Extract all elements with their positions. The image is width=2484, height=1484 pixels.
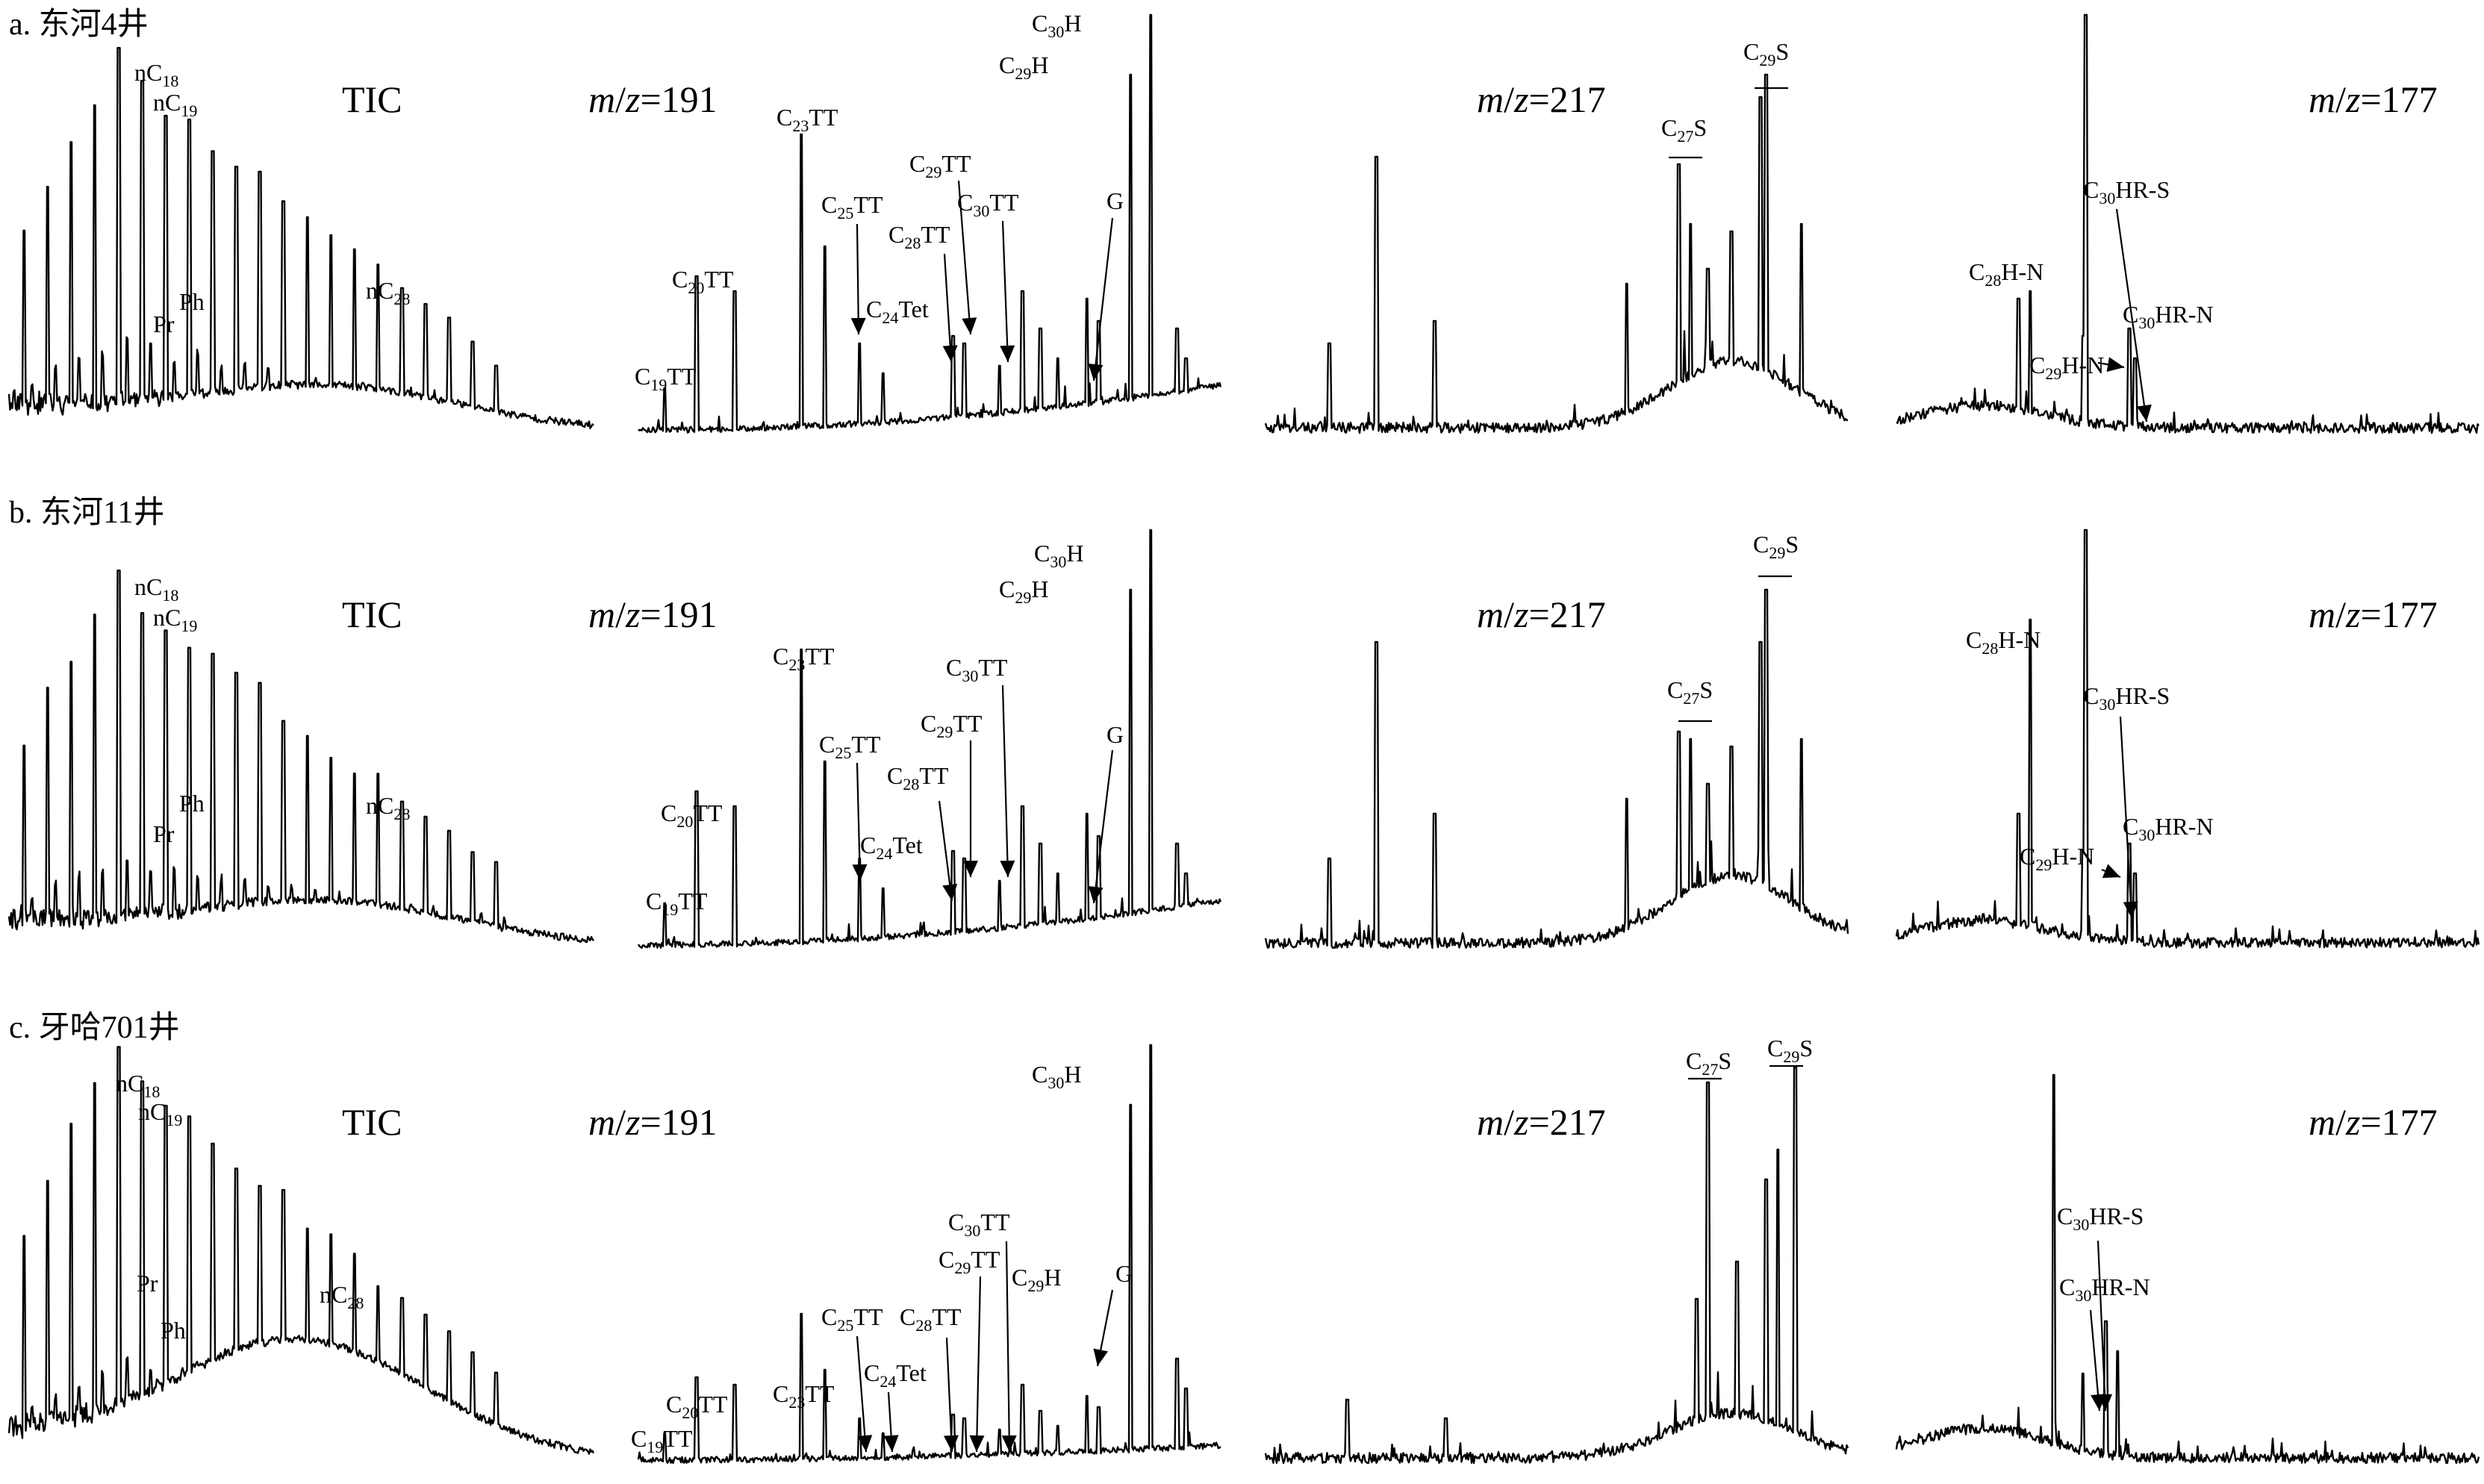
peak-label-2-1: nC19 bbox=[138, 1098, 182, 1129]
peak-label-1-15: G bbox=[1106, 721, 1124, 748]
peak-label-2-16: C27S bbox=[1686, 1047, 1731, 1079]
row-label-b: b. 东河11井 bbox=[9, 495, 164, 530]
peak-label-0-18: C28H-N bbox=[1969, 258, 2043, 290]
peak-label-2-10: C28TT bbox=[900, 1303, 962, 1335]
peak-label-0-17: C29S bbox=[1743, 38, 1789, 69]
peak-label-2-0: nC18 bbox=[116, 1070, 160, 1101]
peak-label-0-7: C23TT bbox=[776, 104, 838, 135]
peak-label-2-13: C29H bbox=[1012, 1264, 1061, 1295]
peak-label-1-13: C29H bbox=[999, 576, 1048, 607]
peak-label-1-1: nC19 bbox=[153, 604, 197, 635]
row-label-c: c. 牙哈701井 bbox=[9, 1011, 180, 1045]
peak-label-2-11: C29TT bbox=[938, 1246, 1000, 1277]
peak-label-2-4: nC28 bbox=[320, 1281, 364, 1312]
panel-title-3: m/z=217 bbox=[1477, 1101, 1606, 1143]
panel-title-3: m/z=217 bbox=[1477, 593, 1606, 635]
ion-trace bbox=[637, 529, 1222, 949]
peak-label-1-17: C29S bbox=[1753, 531, 1799, 562]
peak-label-1-12: C30TT bbox=[946, 654, 1008, 685]
ion-trace bbox=[638, 13, 1222, 434]
peak-label-2-8: C25TT bbox=[821, 1303, 883, 1335]
tic-trace bbox=[7, 1046, 595, 1455]
peak-label-0-0: nC18 bbox=[134, 59, 178, 90]
ion-trace bbox=[1264, 1066, 1849, 1465]
peak-label-1-18: C28H-N bbox=[1966, 626, 2041, 658]
peak-label-2-5: C19TT bbox=[631, 1425, 693, 1456]
peak-label-1-19: C29H-N bbox=[2020, 843, 2094, 874]
peak-label-1-21: C30HR-N bbox=[2123, 813, 2214, 844]
peak-label-2-12: C30TT bbox=[948, 1209, 1010, 1240]
ion-trace bbox=[1896, 13, 2480, 434]
peak-label-0-20: C30HR-S bbox=[2083, 176, 2170, 208]
peak-label-0-9: C24Tet bbox=[866, 296, 929, 327]
peak-label-1-10: C28TT bbox=[887, 762, 949, 794]
peak-label-0-14: C30H bbox=[1032, 10, 1081, 41]
panel-title-4: m/z=177 bbox=[2309, 593, 2438, 635]
peak-label-1-0: nC18 bbox=[134, 573, 178, 605]
peak-label-1-4: nC28 bbox=[366, 792, 410, 823]
peak-label-0-8: C25TT bbox=[821, 191, 883, 222]
peak-label-1-7: C23TT bbox=[773, 643, 835, 674]
peak-label-0-6: C20TT bbox=[672, 266, 734, 297]
panel-title-2: m/z=191 bbox=[588, 78, 718, 120]
peak-label-0-13: C29H bbox=[999, 52, 1048, 83]
peak-label-1-9: C24Tet bbox=[860, 832, 923, 863]
peak-label-1-3: Ph bbox=[179, 790, 205, 817]
peak-label-0-15: G bbox=[1106, 187, 1124, 214]
peak-label-0-10: C28TT bbox=[888, 221, 950, 252]
peak-label-1-20: C30HR-S bbox=[2083, 682, 2170, 714]
chromatogram-traces bbox=[7, 13, 2480, 1465]
peak-label-2-17: C29S bbox=[1767, 1035, 1813, 1066]
panel-title-2: m/z=191 bbox=[588, 1101, 718, 1143]
panel-title-1: TIC bbox=[342, 593, 402, 635]
panel-title-2: m/z=191 bbox=[588, 593, 718, 635]
peak-label-0-2: Pr bbox=[153, 311, 175, 337]
peak-label-0-16: C27S bbox=[1661, 114, 1707, 146]
peak-label-2-19: C30HR-N bbox=[2059, 1273, 2150, 1305]
panel-title-3: m/z=217 bbox=[1477, 78, 1606, 120]
panel-title-1: TIC bbox=[342, 1101, 402, 1143]
peak-label-0-11: C29TT bbox=[909, 150, 971, 181]
ion-trace bbox=[1264, 73, 1849, 434]
peak-label-0-21: C30HR-N bbox=[2123, 301, 2214, 332]
tic-trace bbox=[7, 570, 594, 944]
panel-title-4: m/z=177 bbox=[2309, 78, 2438, 120]
ion-trace bbox=[637, 1044, 1221, 1465]
peak-label-1-5: C19TT bbox=[646, 888, 708, 919]
peak-label-2-2: Pr bbox=[137, 1270, 158, 1297]
peak-label-0-3: Ph bbox=[179, 288, 205, 315]
peak-label-1-11: C29TT bbox=[921, 710, 983, 741]
peak-label-2-18: C30HR-S bbox=[2057, 1203, 2144, 1234]
panel-title-1: TIC bbox=[342, 78, 402, 120]
ion-trace bbox=[1895, 1073, 2480, 1465]
peak-label-0-1: nC19 bbox=[153, 89, 197, 120]
row-label-a: a. 东河4井 bbox=[9, 7, 149, 42]
peak-label-2-15: G bbox=[1115, 1260, 1133, 1287]
peak-label-1-14: C30H bbox=[1034, 540, 1083, 571]
peak-label-0-19: C29H-N bbox=[2029, 352, 2104, 383]
peak-label-1-8: C25TT bbox=[819, 731, 881, 762]
peak-label-1-6: C20TT bbox=[661, 799, 723, 831]
tic-trace bbox=[7, 46, 594, 429]
peak-label-2-14: C30H bbox=[1032, 1061, 1081, 1092]
peak-label-2-7: C23TT bbox=[773, 1380, 835, 1412]
peak-label-2-3: Ph bbox=[161, 1317, 186, 1344]
panel-titles: TIC m/z=191 m/z=217 m/z=177 TIC m/z=191 m/z=21… bbox=[342, 78, 2438, 1143]
ion-trace bbox=[1264, 588, 1849, 950]
peak-label-0-12: C30TT bbox=[957, 189, 1019, 220]
peak-label-2-6: C20TT bbox=[666, 1391, 728, 1422]
panel-title-4: m/z=177 bbox=[2309, 1101, 2438, 1143]
ion-trace bbox=[1895, 529, 2480, 949]
peak-label-1-16: C27S bbox=[1667, 676, 1713, 708]
peak-label-0-5: C19TT bbox=[635, 363, 697, 394]
peak-label-1-2: Pr bbox=[153, 820, 175, 847]
peak-label-2-9: C24Tet bbox=[864, 1359, 927, 1391]
peak-label-0-4: nC28 bbox=[366, 277, 410, 308]
